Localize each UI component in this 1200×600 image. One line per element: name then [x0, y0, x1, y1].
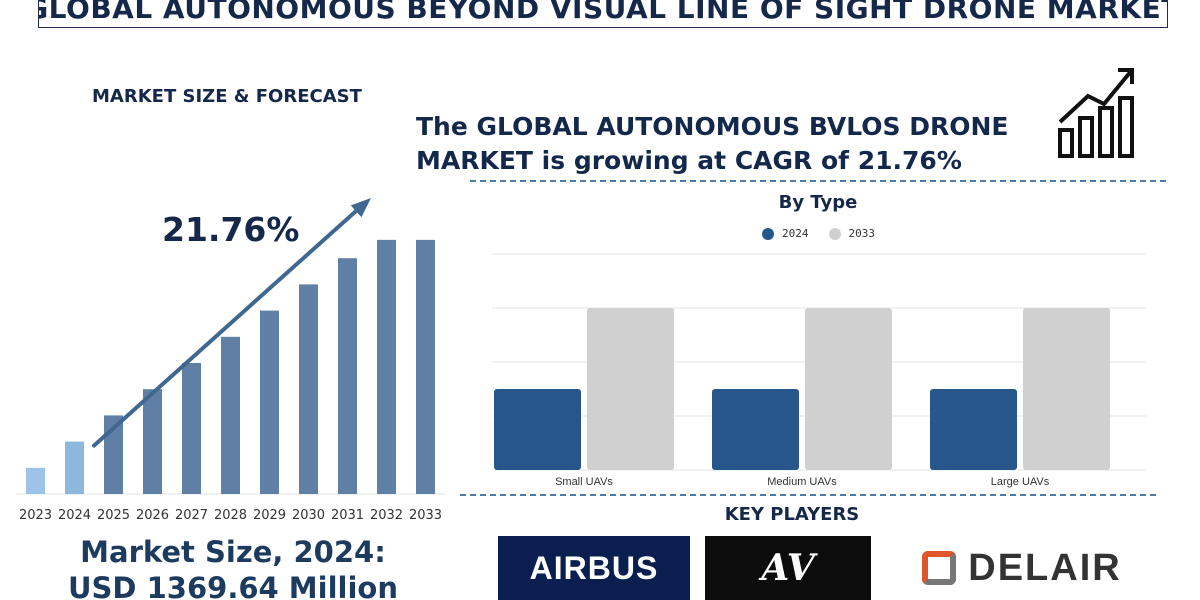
growth-tick-2032: 2032: [370, 508, 403, 523]
delair-mark-icon: [922, 551, 957, 585]
delair-logo-text: DELAIR: [968, 546, 1122, 589]
growth-tick-2026: 2026: [136, 508, 169, 523]
type-tick-large-uavs: Large UAVs: [991, 476, 1050, 488]
growth-tick-2027: 2027: [175, 508, 208, 523]
legend-marker-2033: [828, 227, 841, 240]
aerovironment-logo: AV: [705, 536, 871, 600]
cagr-headline-line2: MARKET is growing at CAGR of 21.76%: [416, 146, 962, 175]
growth-bar-2026: [143, 389, 162, 494]
legend-marker-2024: [762, 227, 774, 240]
legend-item-2024: 2024: [762, 227, 809, 240]
growth-bar-2032: [377, 239, 396, 494]
growth-tick-2024: 2024: [58, 508, 91, 523]
cagr-headline: The GLOBAL AUTONOMOUS BVLOS DRONE MARKET…: [416, 110, 1036, 178]
growth-tick-2023: 2023: [19, 508, 52, 523]
market-size-label: Market Size, 2024: USD 1369.64 Million: [18, 534, 448, 600]
type-bar-medium-uavs-2033: [805, 308, 892, 470]
bar-chart-trend-icon: [1058, 68, 1134, 158]
growth-tick-2028: 2028: [214, 508, 247, 523]
growth-tick-2031: 2031: [331, 508, 364, 523]
airbus-logo-text: AIRBUS: [529, 549, 659, 586]
market-growth-chart: 2023 2024 2025 2026 2027 2028 2029 2030 2031 2032…: [16, 198, 446, 523]
growth-bar-2023: [26, 467, 45, 494]
legend-label-2024: 2024: [782, 227, 809, 240]
cagr-headline-line1: The GLOBAL AUTONOMOUS BVLOS DRONE: [416, 112, 1009, 141]
divider-bottom: [460, 494, 1156, 496]
page-title-text: GLOBAL AUTONOMOUS BEYOND VISUAL LINE OF …: [38, 0, 1168, 25]
key-players-title: KEY PLAYERS: [724, 504, 860, 525]
divider-top: [470, 180, 1166, 182]
growth-trend-arrow: [92, 201, 367, 448]
type-tick-small-uavs: Small UAVs: [555, 476, 613, 488]
by-type-chart: Small UAVs Medium UAVs Large UAVs: [492, 253, 1146, 488]
growth-trend-arrowhead: [350, 198, 371, 218]
airbus-logo: AIRBUS: [498, 536, 690, 600]
market-size-line1: Market Size, 2024:: [80, 535, 386, 569]
market-size-line2: USD 1369.64 Million: [68, 571, 398, 600]
market-size-forecast-label: MARKET SIZE & FORECAST: [92, 86, 362, 107]
legend-item-2033: 2033: [828, 227, 876, 240]
type-bar-large-uavs-2024: [930, 389, 1017, 470]
by-type-chart-title: By Type: [778, 192, 858, 213]
type-bar-medium-uavs-2024: [712, 389, 799, 470]
type-bar-large-uavs-2033: [1023, 308, 1110, 470]
growth-tick-2029: 2029: [253, 508, 286, 523]
growth-bar-2027: [182, 363, 201, 494]
growth-bar-2024: [65, 441, 84, 494]
page-title: GLOBAL AUTONOMOUS BEYOND VISUAL LINE OF …: [38, 0, 1168, 28]
growth-bar-2029: [260, 310, 279, 494]
by-type-legend: 2024 2033: [762, 227, 875, 240]
growth-tick-2033: 2033: [409, 508, 442, 523]
growth-bar-2031: [338, 258, 357, 494]
growth-tick-2030: 2030: [292, 508, 325, 523]
type-bar-small-uavs-2033: [587, 308, 674, 470]
growth-bar-2033: [416, 239, 435, 494]
growth-bar-2030: [299, 284, 318, 494]
type-tick-medium-uavs: Medium UAVs: [767, 476, 837, 488]
growth-tick-2025: 2025: [97, 508, 130, 523]
type-bar-small-uavs-2024: [494, 389, 581, 470]
cagr-value: 21.76%: [162, 210, 300, 249]
aerovironment-logo-text: AV: [761, 547, 815, 589]
legend-label-2033: 2033: [848, 227, 876, 240]
delair-logo: DELAIR: [897, 536, 1147, 600]
growth-bar-2028: [221, 336, 240, 494]
